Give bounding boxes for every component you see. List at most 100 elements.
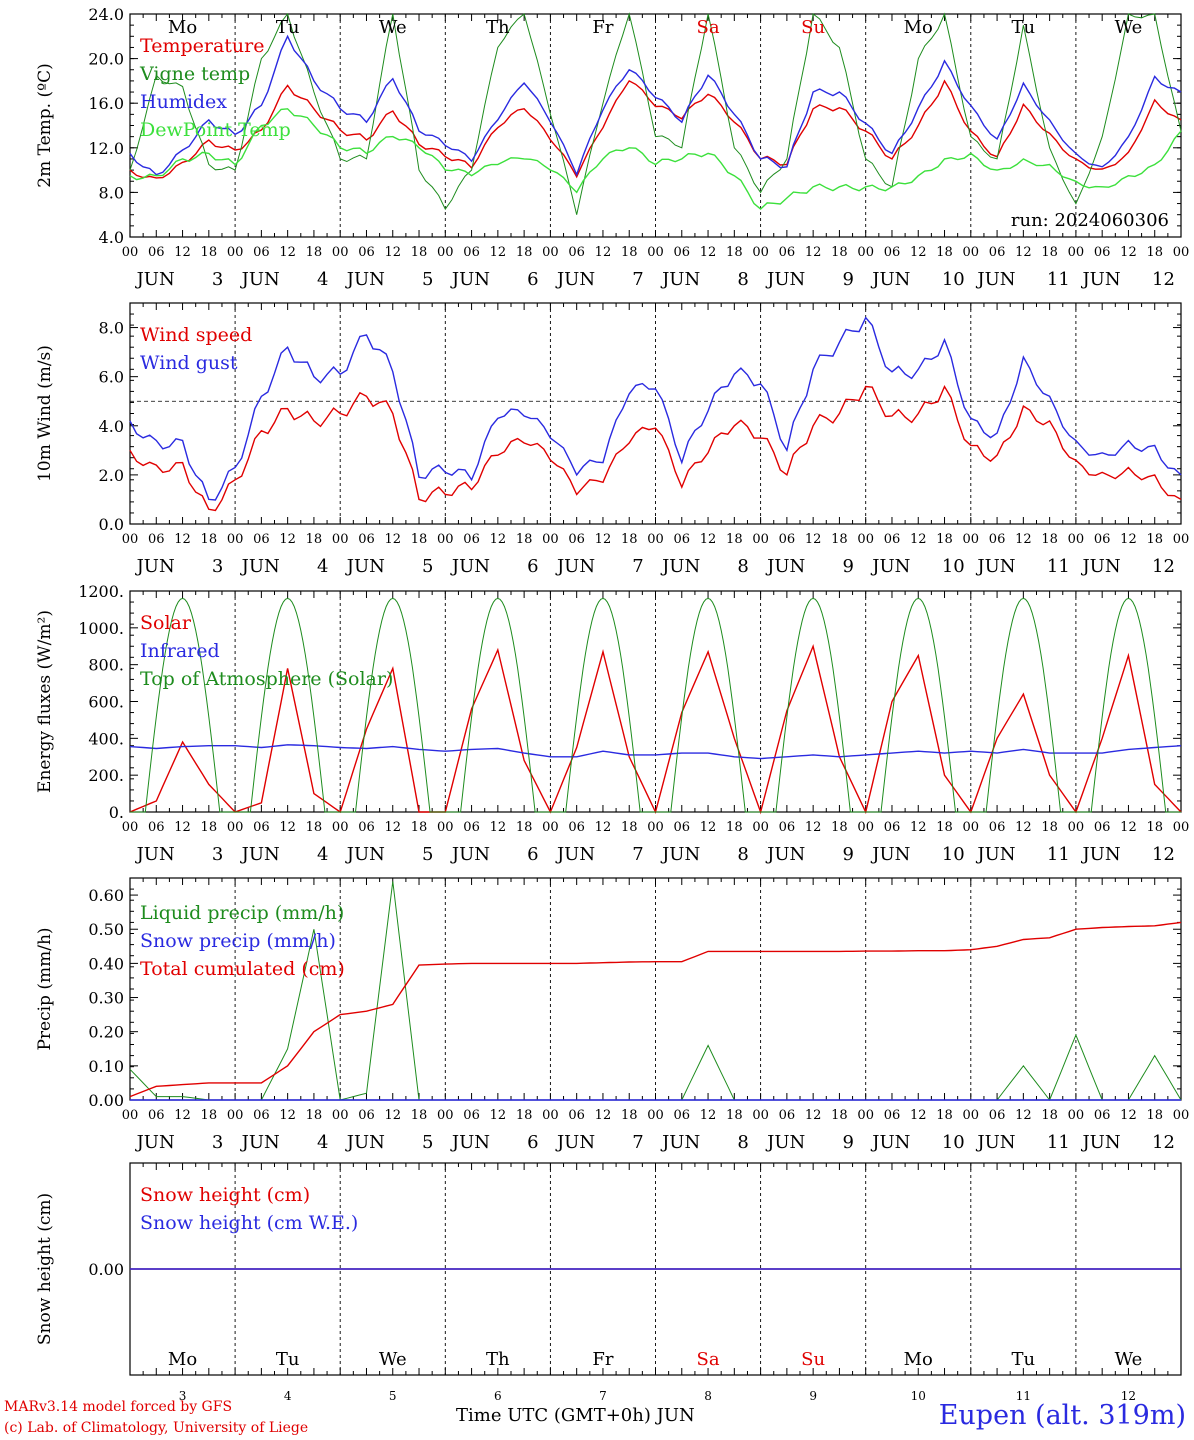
y-axis-label: 2m Temp. (ºC): [35, 63, 55, 188]
day-label: 6: [527, 844, 538, 865]
y-tick-label: 0.00: [88, 1091, 124, 1110]
hour-tick-label: 18: [831, 1108, 848, 1123]
weekday-label-bottom: We: [379, 1349, 407, 1370]
day-label: 11: [1047, 556, 1070, 577]
lab-credit: (c) Lab. of Climatology, University of L…: [4, 1420, 309, 1436]
hour-tick-label: 06: [568, 532, 585, 547]
hour-tick-label: 06: [358, 245, 375, 260]
legend-label: Total cumulated (cm): [140, 958, 345, 980]
y-tick-label: 800.: [88, 656, 124, 675]
month-label: JUN: [660, 269, 700, 290]
series-line-2-2: [129, 316, 1182, 501]
hour-tick-label: 00: [963, 532, 980, 547]
hour-tick-label: 12: [700, 1108, 717, 1123]
hour-tick-label: 12: [1015, 820, 1032, 835]
hour-tick-label: 18: [726, 1108, 743, 1123]
hour-tick-label: 18: [936, 1108, 953, 1123]
month-label: JUN: [555, 844, 595, 865]
hour-tick-label: 00: [857, 820, 874, 835]
hour-tick-label: 00: [857, 1108, 874, 1123]
hour-tick-label: 00: [542, 532, 559, 547]
month-label: JUN: [240, 844, 280, 865]
hour-tick-label: 06: [884, 820, 901, 835]
hour-tick-label: 12: [279, 532, 296, 547]
hour-tick-label: 18: [306, 245, 323, 260]
day-label: 7: [632, 1132, 643, 1153]
hour-tick-label: 18: [201, 820, 218, 835]
hour-tick-label: 00: [542, 245, 559, 260]
hour-tick-label: 12: [595, 1108, 612, 1123]
hour-tick-label: 18: [621, 245, 638, 260]
day-label: 8: [737, 844, 748, 865]
hour-tick-label: 12: [1120, 532, 1137, 547]
hour-tick-label: 12: [279, 1108, 296, 1123]
month-label: JUN: [450, 556, 490, 577]
weekday-label: Sa: [697, 17, 720, 38]
run-annotation: run: 2024060306: [1011, 210, 1169, 231]
month-label: JUN: [975, 1132, 1015, 1153]
hour-tick-label: 12: [1015, 1108, 1032, 1123]
day-label: 11: [1047, 1132, 1070, 1153]
hour-tick-label: 12: [384, 245, 401, 260]
day-label: 7: [632, 269, 643, 290]
hour-tick-label: 00: [1068, 532, 1085, 547]
time-axis-title-text: Time UTC (GMT+0h): [456, 1405, 651, 1426]
y-tick-label: 2.0: [99, 466, 124, 485]
hour-tick-label: 06: [463, 245, 480, 260]
series-line-1-3: [129, 34, 1182, 177]
month-label: JUN: [555, 269, 595, 290]
hour-tick-label: 12: [910, 532, 927, 547]
hour-tick-label: 18: [621, 1108, 638, 1123]
series-line-3-3: [130, 597, 1181, 813]
hour-tick-label: 06: [148, 245, 165, 260]
day-label: 4: [317, 269, 328, 290]
hour-tick-label: 18: [936, 532, 953, 547]
month-label: JUN: [870, 844, 910, 865]
y-tick-label: 0.40: [88, 954, 124, 973]
hour-tick-label: 06: [463, 820, 480, 835]
month-label: JUN: [135, 1132, 175, 1153]
hour-tick-label: 12: [174, 1108, 191, 1123]
month-label: JUN: [555, 1132, 595, 1153]
hour-tick-label: 00: [1068, 1108, 1085, 1123]
hour-tick-label: 18: [831, 245, 848, 260]
day-label: 12: [1152, 1132, 1175, 1153]
hour-tick-label: 00: [963, 1108, 980, 1123]
legend-label: Solar: [140, 612, 192, 634]
hour-tick-label: 06: [1094, 820, 1111, 835]
day-label: 5: [422, 269, 433, 290]
month-label: JUN: [135, 844, 175, 865]
hour-tick-label-end: 00: [1173, 532, 1190, 547]
hour-tick-label: 06: [568, 245, 585, 260]
weekday-label: Mo: [168, 17, 197, 38]
month-label: JUN: [870, 269, 910, 290]
series-line-1-4: [129, 108, 1182, 211]
weekday-label-bottom: Tu: [276, 1349, 300, 1370]
weekday-label-bottom: Su: [801, 1349, 825, 1370]
hour-tick-label: 00: [752, 820, 769, 835]
y-tick-label: 8.0: [99, 183, 124, 202]
hour-tick-label-end: 00: [1173, 1108, 1190, 1123]
legend-label: Humidex: [140, 91, 227, 113]
y-tick-label: 0.: [109, 803, 124, 822]
y-tick-label: 0.60: [88, 886, 124, 905]
hour-tick-label: 06: [779, 532, 796, 547]
month-label: JUN: [660, 556, 700, 577]
hour-tick-label: 06: [253, 245, 270, 260]
hour-tick-label: 12: [805, 820, 822, 835]
hour-tick-label: 00: [122, 532, 139, 547]
day-label: 10: [942, 556, 965, 577]
y-tick-label: 16.0: [88, 94, 124, 113]
day-label: 3: [212, 844, 223, 865]
hour-tick-label: 12: [490, 820, 507, 835]
weekday-label: Mo: [904, 17, 933, 38]
hour-tick-label: 12: [1120, 245, 1137, 260]
hour-tick-label: 00: [647, 1108, 664, 1123]
day-number-bottom: 11: [1016, 1389, 1031, 1403]
day-label: 6: [527, 556, 538, 577]
hour-tick-label: 06: [884, 245, 901, 260]
hour-tick-label: 12: [595, 245, 612, 260]
model-credit: MARv3.14 model forced by GFS: [4, 1399, 233, 1415]
hour-tick-label: 06: [358, 532, 375, 547]
